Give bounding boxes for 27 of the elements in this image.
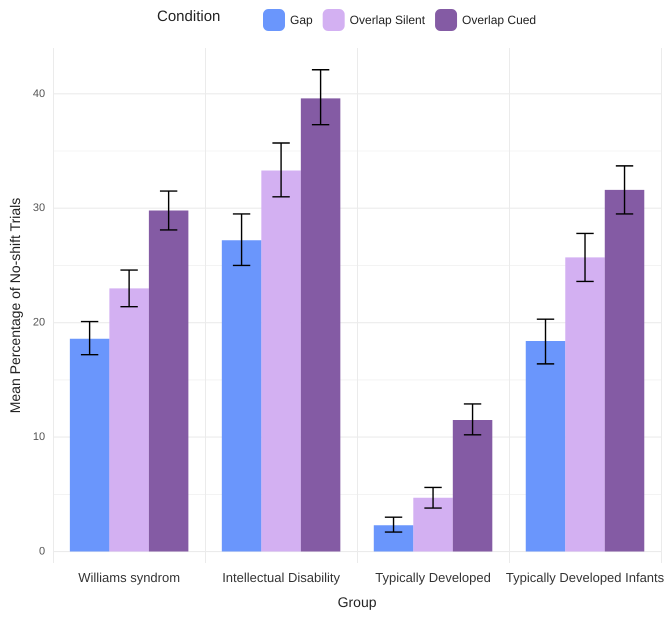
y-tick-label: 20 bbox=[32, 316, 46, 329]
bar bbox=[565, 257, 605, 552]
bar bbox=[70, 338, 110, 552]
legend-label: Gap bbox=[290, 13, 314, 27]
bar bbox=[261, 170, 301, 552]
x-axis-title: Group bbox=[338, 594, 377, 610]
x-tick-label: Intellectual Disability bbox=[222, 570, 340, 585]
bar bbox=[452, 420, 492, 552]
y-axis-title: Mean Percentage of No-shift Trials bbox=[7, 198, 23, 414]
x-tick-label: Typically Developed bbox=[375, 570, 491, 585]
legend-label: Overlap Cued bbox=[462, 13, 536, 27]
x-tick-label: Typically Developed Infants bbox=[506, 570, 665, 585]
bar bbox=[148, 210, 188, 552]
bar bbox=[109, 288, 149, 552]
bar bbox=[222, 240, 262, 552]
legend-label: Overlap Silent bbox=[350, 13, 426, 27]
y-tick-label: 40 bbox=[32, 88, 46, 100]
legend-title: Condition bbox=[157, 8, 220, 25]
y-tick-label: 30 bbox=[32, 202, 46, 214]
y-tick-label: 10 bbox=[32, 431, 46, 444]
bar bbox=[604, 190, 644, 552]
bar bbox=[526, 340, 566, 552]
bar bbox=[374, 525, 414, 552]
bar bbox=[413, 498, 453, 552]
x-tick-label: Williams syndrom bbox=[78, 570, 180, 585]
y-tick-label: 0 bbox=[39, 546, 46, 558]
bar bbox=[300, 98, 340, 552]
